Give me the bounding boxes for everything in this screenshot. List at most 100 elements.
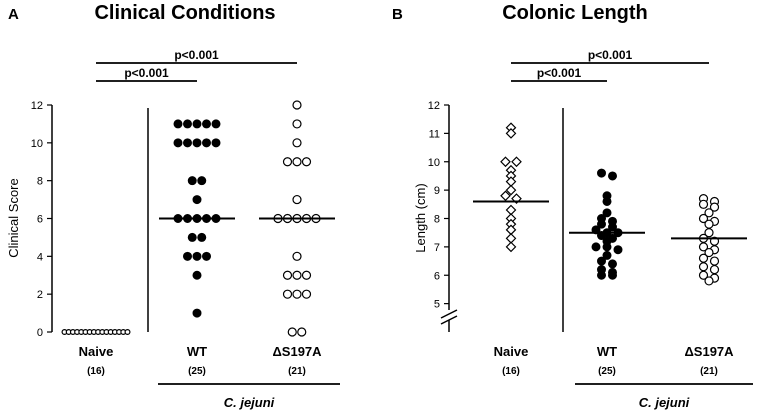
data-point xyxy=(602,208,612,218)
species-label: C. jejuni xyxy=(639,395,690,410)
data-point xyxy=(192,251,202,261)
data-point xyxy=(292,100,302,110)
data-point xyxy=(202,119,211,129)
group-label: Naive xyxy=(494,344,529,359)
data-point xyxy=(698,253,709,263)
data-point xyxy=(211,119,221,129)
y-tick-label: 10 xyxy=(428,157,440,169)
y-tick-label: 4 xyxy=(37,251,43,263)
group-label: WT xyxy=(597,344,617,359)
data-point xyxy=(704,276,714,286)
data-point xyxy=(173,119,183,129)
y-tick-label: 5 xyxy=(434,299,440,311)
significance-label: p<0.001 xyxy=(174,48,219,62)
group-label: WT xyxy=(187,344,207,359)
data-point xyxy=(597,270,606,280)
data-point xyxy=(505,233,517,244)
y-tick-label: 9 xyxy=(434,185,440,197)
group-wt xyxy=(569,168,645,280)
data-point xyxy=(183,251,192,261)
data-point xyxy=(292,119,302,129)
data-point xyxy=(187,176,197,186)
data-point xyxy=(704,228,714,238)
data-point xyxy=(192,270,202,280)
data-point xyxy=(698,270,709,280)
group-naive xyxy=(473,122,549,253)
data-point xyxy=(192,119,202,129)
axis-break-mark xyxy=(440,309,458,319)
group-count: (21) xyxy=(288,366,306,377)
group-count: (25) xyxy=(598,366,616,377)
data-point xyxy=(709,256,720,266)
group-label: ΔS197A xyxy=(684,344,734,359)
data-point xyxy=(297,327,307,337)
data-point xyxy=(292,251,302,261)
chart-title: Colonic Length xyxy=(502,2,648,24)
chart-title: Clinical Conditions xyxy=(94,2,275,24)
data-point xyxy=(173,138,183,148)
group-count: (16) xyxy=(502,366,520,377)
y-tick-label: 6 xyxy=(434,270,440,282)
axis-break-mark xyxy=(440,315,458,325)
chart-panel-b: B Colonic Length 5 6 7 8 9 10 11 12 Length (cm) Nai… xyxy=(392,2,753,410)
data-point xyxy=(505,241,517,253)
data-point xyxy=(192,195,202,205)
data-point xyxy=(597,168,606,178)
data-point xyxy=(602,250,612,260)
y-axis-label: Length (cm) xyxy=(413,183,428,252)
data-point xyxy=(597,219,606,229)
data-point xyxy=(292,270,302,280)
data-point xyxy=(505,128,517,139)
significance-label: p<0.001 xyxy=(588,48,633,62)
data-point xyxy=(202,251,211,261)
y-tick-label: 0 xyxy=(37,327,43,339)
y-tick-label: 6 xyxy=(37,214,43,226)
data-point xyxy=(505,224,517,236)
data-point xyxy=(511,156,522,168)
significance-label: p<0.001 xyxy=(124,66,169,80)
group-count: (21) xyxy=(700,366,718,377)
data-point xyxy=(197,232,207,242)
data-point xyxy=(183,119,192,129)
data-point xyxy=(183,138,192,148)
data-point xyxy=(197,176,207,186)
data-point xyxy=(192,138,202,148)
data-point xyxy=(698,199,709,209)
group-count: (25) xyxy=(188,366,206,377)
data-point xyxy=(500,190,511,202)
data-point xyxy=(709,264,720,275)
data-point xyxy=(704,247,714,258)
data-point xyxy=(597,256,606,266)
group-ds197a xyxy=(671,194,747,286)
data-point xyxy=(202,138,211,148)
data-point xyxy=(192,308,202,318)
data-point xyxy=(698,242,709,252)
y-tick-label: 10 xyxy=(31,138,43,150)
y-tick-label: 11 xyxy=(429,128,440,140)
data-point xyxy=(301,289,312,299)
data-point xyxy=(608,259,617,269)
data-point xyxy=(124,329,131,336)
y-tick-label: 12 xyxy=(428,100,440,112)
y-tick-label: 2 xyxy=(37,289,43,301)
group-count: (16) xyxy=(87,366,105,377)
data-point xyxy=(505,184,517,196)
data-point xyxy=(602,242,612,252)
data-point xyxy=(704,219,714,229)
data-point xyxy=(211,138,221,148)
data-point xyxy=(505,176,517,187)
data-point xyxy=(704,208,714,218)
data-point xyxy=(602,196,612,206)
panel-letter: A xyxy=(8,6,19,23)
data-point xyxy=(698,213,709,224)
data-point xyxy=(287,327,297,337)
group-label: Naive xyxy=(79,344,114,359)
data-point xyxy=(505,204,517,216)
y-tick-label: 8 xyxy=(37,176,43,188)
significance-label: p<0.001 xyxy=(537,66,582,80)
data-point xyxy=(301,157,312,167)
data-point xyxy=(292,194,302,205)
data-point xyxy=(608,222,617,232)
data-point xyxy=(282,157,293,167)
